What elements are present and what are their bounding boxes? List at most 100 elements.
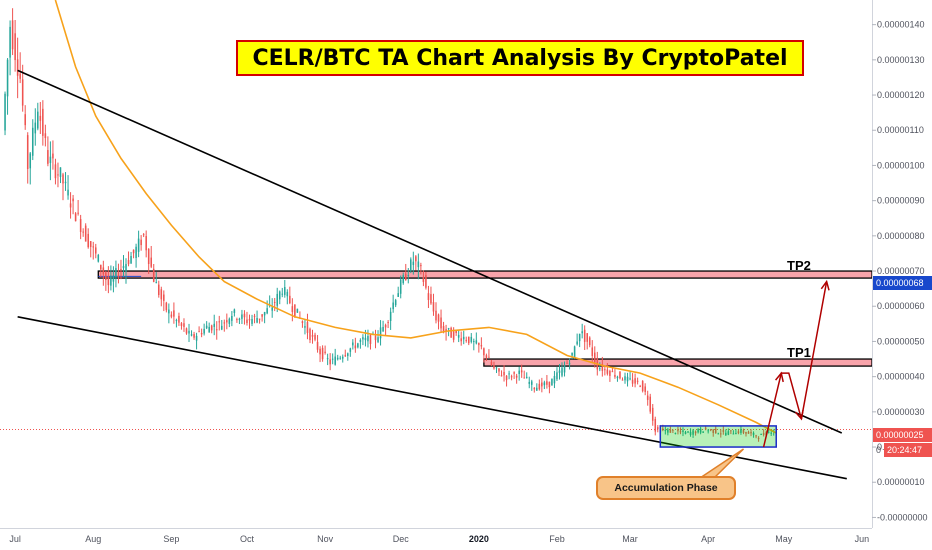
candle-body: [525, 376, 528, 379]
candle-body: [725, 432, 727, 436]
candle-body: [251, 318, 253, 324]
candle-body: [336, 357, 339, 360]
tp1-label: TP1: [787, 345, 811, 360]
candle-body: [135, 246, 137, 259]
candle-body: [435, 310, 437, 321]
candle-body: [609, 370, 611, 376]
candle-body: [694, 431, 697, 434]
time-axis[interactable]: Jul Aug Sep Oct Nov Dec 2020 Feb Mar Apr May Jun: [0, 528, 872, 545]
candle-body: [82, 231, 84, 233]
candle-body: [664, 429, 667, 431]
moving-average-line: [54, 0, 777, 434]
candle-body: [533, 387, 536, 390]
candle-body: [24, 114, 26, 126]
candle-body: [742, 430, 745, 433]
y-tick-label: -0.00000000: [877, 512, 928, 522]
candle-body: [273, 301, 276, 303]
candle-body: [404, 273, 407, 281]
candle-body: [276, 293, 279, 306]
candle-body: [145, 236, 147, 251]
candle-body: [747, 431, 750, 434]
candle-body: [165, 302, 168, 311]
candle-body: [241, 314, 243, 319]
candle-body: [399, 279, 402, 294]
candle-body: [359, 339, 362, 342]
candle-body: [669, 429, 672, 433]
candle-body: [599, 368, 601, 370]
candle-body: [485, 355, 488, 359]
candle-body: [462, 336, 465, 340]
candle-body: [362, 337, 364, 340]
candle-body: [271, 307, 273, 311]
candle-body: [218, 321, 221, 323]
x-tick-label: 2020: [469, 534, 489, 544]
candle-body: [551, 378, 553, 386]
accumulation-box: [659, 425, 777, 448]
candle-body: [47, 150, 49, 164]
candle-body: [689, 431, 692, 435]
accumulation-box-group: [659, 425, 777, 479]
candle-body: [306, 322, 309, 333]
candle-body: [455, 330, 457, 334]
candle-body: [100, 264, 102, 270]
tp2-arrow-head: [820, 279, 830, 291]
candle-body: [137, 238, 140, 252]
y-tick-label: 0.00000100: [877, 160, 925, 170]
lower-trend-line: [17, 316, 847, 480]
candle-body: [412, 261, 415, 266]
price-axis[interactable]: 0.00000140 0.00000130 0.00000120 0.00000110…: [872, 0, 932, 550]
candle-body: [767, 431, 770, 433]
candle-body: [704, 427, 707, 430]
candle-body: [97, 254, 100, 262]
candle-body: [495, 367, 498, 369]
candle-body: [563, 365, 566, 373]
candle-body: [667, 429, 669, 433]
candle-body: [74, 213, 77, 222]
candle-body: [79, 219, 82, 232]
candle-body: [142, 234, 145, 236]
candle-body: [208, 326, 210, 333]
candle-body: [654, 418, 657, 432]
candle-body: [445, 329, 447, 332]
candle-body: [122, 265, 125, 269]
y-tick-label: 0.00000120: [877, 90, 925, 100]
candle-body: [536, 387, 538, 391]
candle-body: [349, 348, 352, 352]
candle-body: [11, 20, 14, 50]
candle-body: [740, 429, 742, 433]
candle-body: [193, 334, 195, 338]
x-tick-label: Jul: [9, 534, 21, 544]
candle-body: [195, 335, 198, 341]
candle-body: [243, 313, 246, 318]
candle-body: [523, 377, 525, 379]
candle-body: [170, 314, 173, 317]
candle-body: [651, 407, 654, 421]
candle-body: [470, 336, 473, 342]
candle-body: [581, 331, 583, 334]
candle-body: [397, 293, 399, 297]
candle-body: [367, 336, 369, 342]
candle-body: [49, 156, 52, 163]
candle-body: [702, 431, 704, 433]
candle-body: [319, 348, 321, 355]
candle-body: [236, 319, 238, 321]
candle-body: [37, 111, 39, 129]
candle-body: [92, 246, 95, 248]
candle-body: [687, 431, 689, 433]
candle-body: [16, 59, 19, 76]
candle-body: [110, 275, 112, 286]
y-tick-label: 0.00000030: [877, 407, 925, 417]
candle-body: [248, 319, 251, 321]
candle-body: [722, 430, 725, 432]
candle-body: [120, 268, 122, 270]
candle-body: [44, 133, 47, 139]
candle-body: [480, 345, 483, 347]
candle-body: [291, 306, 294, 313]
candle-body: [29, 153, 32, 169]
candle-body: [102, 267, 105, 275]
candle-body: [210, 325, 213, 331]
candle-body: [200, 333, 203, 335]
candle-body: [490, 361, 493, 366]
